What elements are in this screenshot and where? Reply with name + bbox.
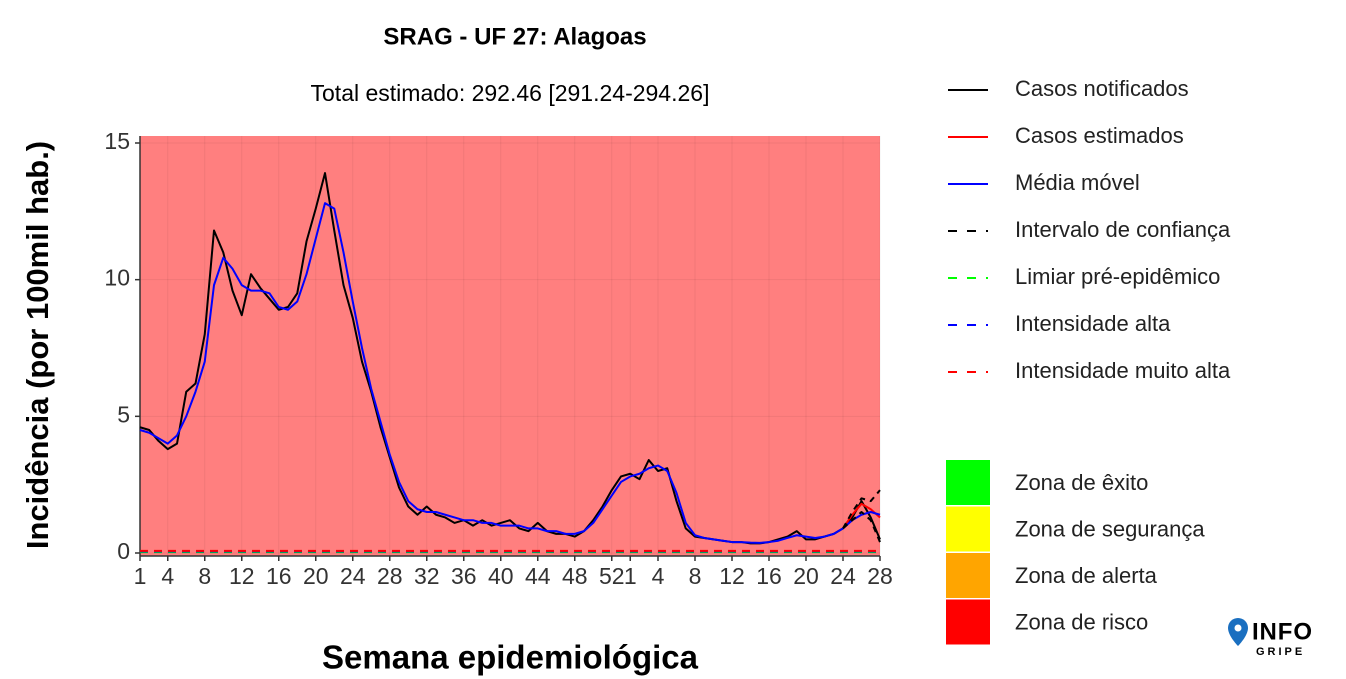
logo-subtext: GRIPE [1256, 646, 1305, 658]
x-tick-label: 4 [161, 563, 174, 589]
x-axis-label: Semana epidemiológica [322, 639, 699, 676]
legend-zone-swatch [946, 460, 990, 505]
x-tick-label: 40 [488, 563, 514, 589]
x-tick-label: 28 [867, 563, 893, 589]
legend-zone-swatch [946, 553, 990, 598]
x-tick-label: 12 [719, 563, 745, 589]
x-tick-label: 44 [525, 563, 551, 589]
logo: INFO GRIPE [1228, 618, 1312, 658]
x-tick-label: 4 [652, 563, 665, 589]
y-axis-label: Incidência (por 100mil hab.) [20, 141, 55, 549]
x-tick-label: 16 [266, 563, 292, 589]
legend-label: Casos estimados [1015, 123, 1184, 148]
legend-label: Zona de segurança [1015, 516, 1205, 541]
legend-label: Limiar pré-epidêmico [1015, 264, 1220, 289]
legend-zone-swatch [946, 506, 990, 552]
legend-label: Intervalo de confiança [1015, 217, 1231, 242]
legend-label: Zona de risco [1015, 609, 1148, 634]
legend-label: Zona de êxito [1015, 470, 1148, 495]
x-tick-label: 1 [624, 563, 637, 589]
x-tick-label: 8 [198, 563, 211, 589]
logo-pin [1228, 618, 1248, 646]
series-line [842, 489, 881, 529]
series-line [842, 511, 881, 543]
plot-background [140, 136, 880, 556]
chart-subtitle: Total estimado: 292.46 [291.24-294.26] [311, 80, 710, 106]
x-tick-label: 20 [793, 563, 819, 589]
legend-label: Zona de alerta [1015, 563, 1158, 588]
y-tick-label: 0 [117, 538, 130, 564]
x-tick-label: 52 [599, 563, 625, 589]
x-tick-label: 8 [689, 563, 702, 589]
y-tick-label: 15 [104, 128, 130, 154]
x-tick-label: 20 [303, 563, 329, 589]
x-tick-label: 16 [756, 563, 782, 589]
x-tick-label: 24 [340, 563, 366, 589]
x-tick-label: 36 [451, 563, 477, 589]
legend-label: Média móvel [1015, 170, 1140, 195]
x-tick-label: 28 [377, 563, 403, 589]
legend-label: Intensidade alta [1015, 311, 1171, 336]
legend-label: Casos notificados [1015, 76, 1189, 101]
series-line [139, 202, 881, 544]
legend-label: Intensidade muito alta [1015, 358, 1231, 383]
x-tick-label: 48 [562, 563, 588, 589]
x-tick-label: 1 [134, 563, 147, 589]
logo-pin-dot [1234, 624, 1242, 632]
y-tick-label: 10 [104, 265, 130, 291]
x-tick-label: 12 [229, 563, 255, 589]
chart-title: SRAG - UF 27: Alagoas [383, 23, 646, 50]
x-tick-label: 32 [414, 563, 440, 589]
y-tick-label: 5 [117, 401, 130, 427]
x-tick-label: 24 [830, 563, 856, 589]
logo-text: INFO [1252, 618, 1312, 645]
legend-zone-swatch [946, 599, 990, 645]
